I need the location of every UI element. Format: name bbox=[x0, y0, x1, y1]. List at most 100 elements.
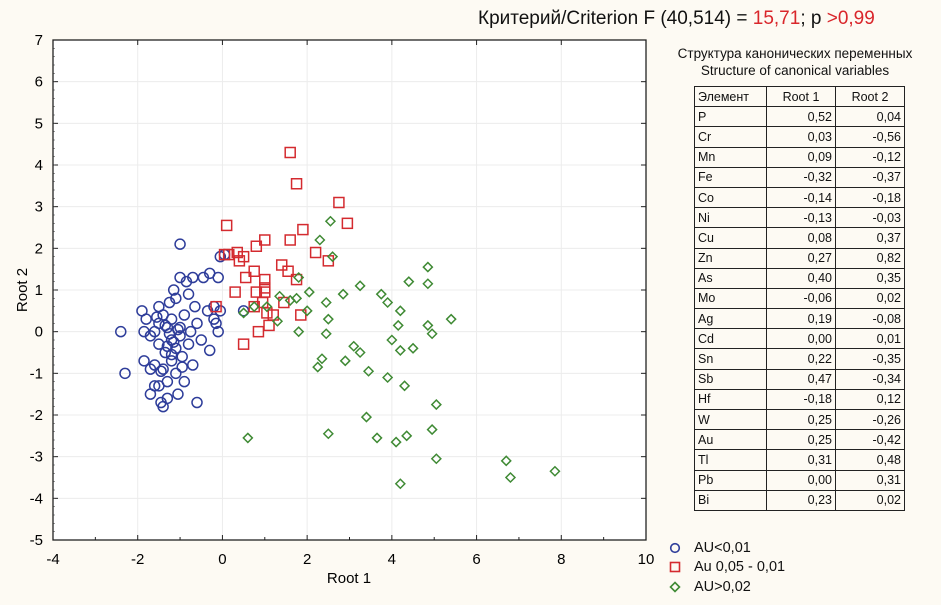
diamond-data-point bbox=[314, 234, 326, 246]
diamond-data-point bbox=[271, 315, 284, 327]
element-cell: Sn bbox=[694, 348, 767, 370]
root1-cell: 0,47 bbox=[766, 368, 836, 390]
y-axis-label: Root 2 bbox=[14, 268, 31, 312]
element-cell: As bbox=[694, 267, 767, 289]
root1-cell: 0,00 bbox=[766, 469, 836, 491]
root2-cell: -0,37 bbox=[835, 166, 905, 188]
square-data-point bbox=[282, 265, 294, 277]
element-cell: Fe bbox=[694, 166, 767, 188]
criterion-separator: ; p bbox=[800, 8, 827, 29]
circle-data-point bbox=[172, 388, 184, 400]
legend-label: Au 0,05 - 0,01 bbox=[694, 559, 786, 576]
column-header: Элемент bbox=[694, 85, 767, 108]
diamond-data-point bbox=[301, 305, 313, 317]
square-data-point bbox=[259, 273, 271, 286]
element-cell: W bbox=[694, 408, 767, 431]
square-data-point bbox=[248, 265, 260, 277]
circle-data-point bbox=[115, 325, 127, 338]
root1-cell: 0,03 bbox=[766, 126, 836, 148]
circle-data-point bbox=[178, 309, 191, 321]
column-header: Root 1 bbox=[766, 85, 836, 108]
diamond-data-point bbox=[445, 313, 457, 325]
root1-cell: 0,27 bbox=[766, 247, 836, 269]
diamond-data-point bbox=[339, 355, 351, 367]
element-cell: Cd bbox=[694, 328, 767, 350]
diamond-data-point bbox=[394, 305, 406, 317]
diamond-data-point bbox=[394, 478, 406, 490]
diamond-data-point bbox=[375, 288, 387, 300]
root2-cell: -0,26 bbox=[835, 408, 905, 431]
y-tick-label: 4 bbox=[35, 157, 43, 174]
structure-table-header: Элемент Root 1 Root 2 bbox=[694, 85, 905, 108]
square-data-point bbox=[250, 286, 263, 298]
diamond-data-point bbox=[426, 424, 438, 436]
square-data-point bbox=[284, 146, 296, 159]
square-data-point bbox=[237, 338, 250, 350]
diamond-data-point bbox=[401, 430, 413, 442]
circle-data-point bbox=[144, 363, 157, 375]
legend-item-low: AU<0,01 bbox=[668, 538, 785, 558]
table-row: Cu 0,08 0,37 bbox=[694, 227, 905, 249]
diamond-data-point bbox=[326, 251, 339, 263]
root2-cell: 0,02 bbox=[835, 287, 905, 310]
square-data-point bbox=[250, 240, 263, 252]
diamond-data-point bbox=[354, 280, 366, 292]
diamond-data-point bbox=[407, 342, 419, 354]
diamond-data-point bbox=[261, 301, 273, 313]
diamond-data-point bbox=[422, 278, 434, 290]
diamond-data-point bbox=[248, 301, 260, 313]
root1-cell: -0,14 bbox=[766, 186, 836, 209]
element-cell: Mo bbox=[694, 287, 767, 310]
x-tick-label: 10 bbox=[638, 551, 655, 568]
legend-item-mid: Au 0,05 - 0,01 bbox=[668, 558, 785, 578]
root2-cell: 0,35 bbox=[835, 267, 905, 289]
diamond-data-point bbox=[500, 455, 512, 467]
circle-data-point bbox=[187, 359, 199, 371]
table-row: Hf -0,18 0,12 bbox=[694, 388, 905, 411]
root2-cell: -0,12 bbox=[835, 146, 905, 168]
element-cell: Ni bbox=[694, 207, 767, 229]
circle-data-point bbox=[148, 380, 161, 392]
diamond-data-point bbox=[293, 271, 305, 284]
diamond-data-point bbox=[382, 296, 394, 309]
root2-cell: 0,82 bbox=[835, 247, 905, 269]
root2-cell: 0,04 bbox=[835, 106, 905, 128]
root2-cell: 0,37 bbox=[835, 227, 905, 249]
diamond-data-point bbox=[392, 319, 404, 331]
diamond-data-point bbox=[549, 465, 561, 477]
table-row: Ag 0,19 -0,08 bbox=[694, 308, 905, 330]
circle-data-point bbox=[182, 288, 195, 300]
x-tick-label: 8 bbox=[557, 551, 565, 568]
structure-table: Элемент Root 1 Root 2 P 0,52 0,04 Cr 0,03 -0,56 M… bbox=[694, 85, 905, 511]
diamond-data-point bbox=[371, 432, 383, 444]
root2-cell: -0,56 bbox=[835, 126, 905, 148]
circle-data-point bbox=[170, 292, 182, 305]
square-data-point bbox=[297, 223, 309, 236]
diamond-data-point bbox=[322, 313, 334, 325]
y-tick-label: -5 bbox=[30, 532, 43, 549]
y-tick-label: 6 bbox=[35, 74, 43, 91]
square-data-point bbox=[210, 300, 222, 313]
diamond-data-point bbox=[382, 371, 394, 384]
circle-data-point bbox=[159, 346, 171, 359]
diamond-data-point bbox=[426, 328, 438, 340]
y-tick-label: 0 bbox=[35, 324, 43, 341]
p-value: >0,99 bbox=[826, 8, 875, 29]
diamond-data-point bbox=[316, 353, 328, 365]
x-tick-label: 6 bbox=[472, 551, 480, 568]
table-row: Au 0,25 -0,42 bbox=[694, 429, 905, 451]
element-cell: Mn bbox=[694, 146, 767, 168]
circle-data-point bbox=[161, 375, 174, 388]
criterion-statistic: Критерий/Criterion F (40,514) = 15,71; p… bbox=[478, 8, 875, 30]
root2-cell: -0,03 bbox=[835, 207, 905, 229]
element-cell: P bbox=[694, 106, 767, 128]
root1-cell: 0,25 bbox=[766, 429, 836, 451]
table-row: Bi 0,23 0,02 bbox=[694, 489, 905, 511]
legend-label: AU>0,02 bbox=[694, 578, 751, 595]
diamond-data-point bbox=[403, 276, 415, 288]
diamond-data-point bbox=[363, 365, 375, 377]
root1-cell: 0,00 bbox=[766, 328, 836, 350]
square-data-point bbox=[218, 248, 231, 261]
root2-cell: 0,12 bbox=[835, 388, 905, 411]
